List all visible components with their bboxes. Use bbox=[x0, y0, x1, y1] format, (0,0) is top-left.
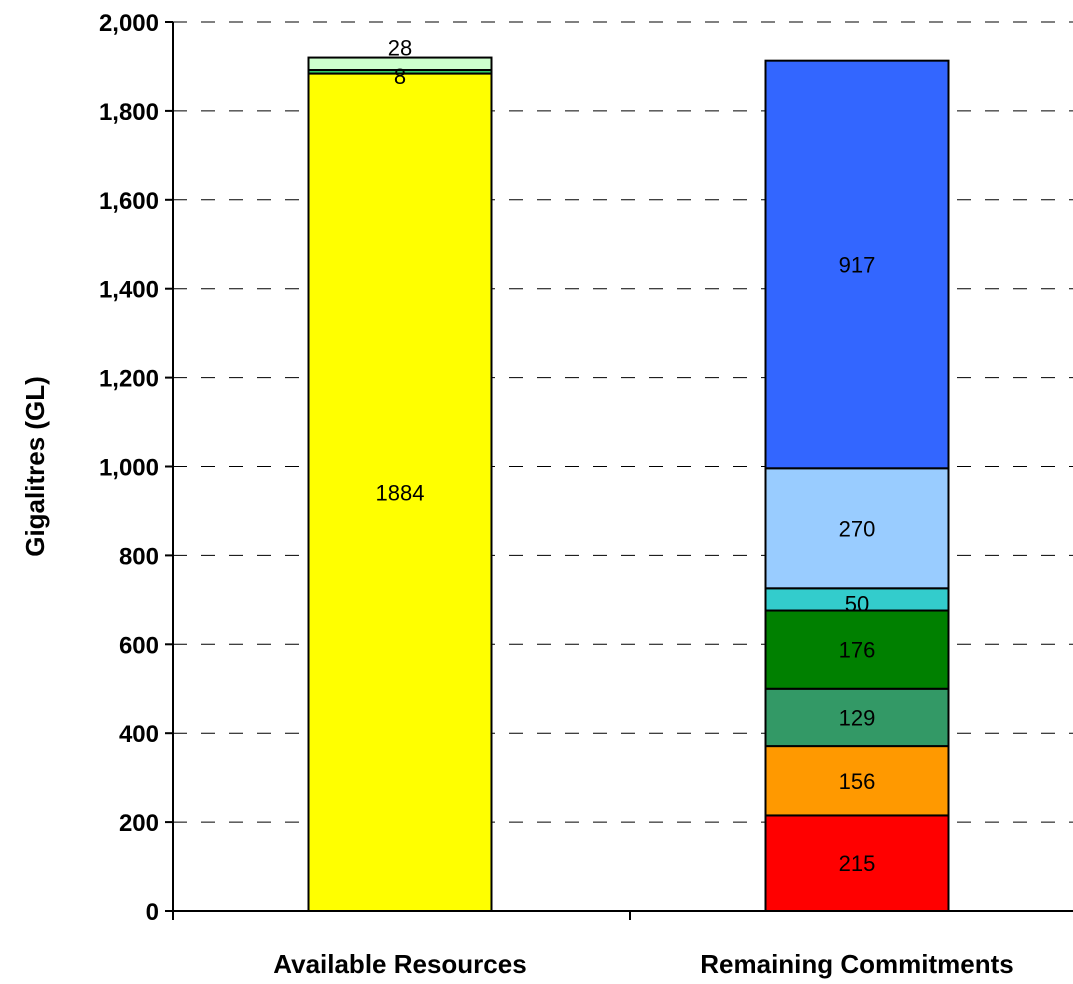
bar-segment-label: 270 bbox=[839, 516, 876, 541]
y-tick-label: 800 bbox=[119, 543, 159, 570]
y-tick-label: 200 bbox=[119, 810, 159, 837]
bar-segment bbox=[764, 687, 950, 748]
y-tick-label: 2,000 bbox=[99, 10, 159, 37]
bar-segment bbox=[764, 59, 950, 470]
bar-segment-label: 8 bbox=[394, 64, 406, 89]
y-tick-label: 1,000 bbox=[99, 455, 159, 482]
x-category-label: Remaining Commitments bbox=[700, 949, 1014, 979]
bar-segment bbox=[764, 745, 950, 817]
y-tick-label: 400 bbox=[119, 721, 159, 748]
bar-segment bbox=[764, 814, 950, 912]
bar-segment-label: 156 bbox=[839, 769, 876, 794]
bars bbox=[307, 56, 950, 912]
x-category-label: Available Resources bbox=[273, 949, 526, 979]
y-tick-label: 0 bbox=[146, 899, 159, 926]
y-tick-label: 1,400 bbox=[99, 277, 159, 304]
y-tick-label: 1,800 bbox=[99, 99, 159, 126]
y-tick-label: 1,600 bbox=[99, 188, 159, 215]
bar-segment-label: 50 bbox=[845, 591, 869, 616]
bar-segment-label: 28 bbox=[388, 36, 412, 61]
bar-segment bbox=[307, 72, 493, 912]
bar-segment bbox=[307, 56, 493, 72]
bar-segment-label: 215 bbox=[839, 851, 876, 876]
labels: 0 200 400 600 800 1,000 1,200 1,400 1,600 1,800 2,… bbox=[99, 10, 1014, 979]
bar-segment-label: 1884 bbox=[376, 480, 425, 505]
y-tick-label: 600 bbox=[119, 632, 159, 659]
y-tick-label: 1,200 bbox=[99, 366, 159, 393]
bar-segment-label: 176 bbox=[839, 638, 876, 663]
bar-segment-label: 129 bbox=[839, 705, 876, 730]
bar-segment-label: 917 bbox=[839, 252, 876, 277]
y-axis-title: Gigalitres (GL) bbox=[20, 376, 50, 557]
bar-segment bbox=[764, 467, 950, 590]
bar-segment bbox=[764, 609, 950, 690]
